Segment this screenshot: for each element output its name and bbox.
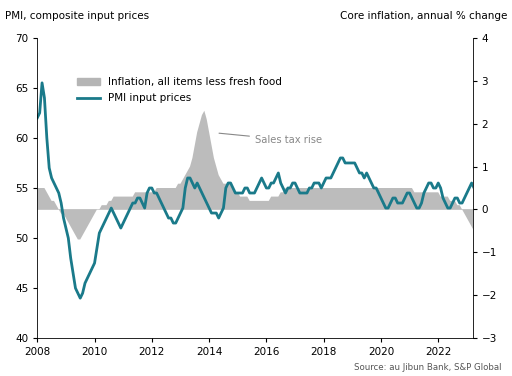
Text: PMI, composite input prices: PMI, composite input prices xyxy=(5,11,149,21)
Legend: Inflation, all items less fresh food, PMI input prices: Inflation, all items less fresh food, PM… xyxy=(73,73,286,108)
Text: Source: au Jibun Bank, S&P Global: Source: au Jibun Bank, S&P Global xyxy=(354,363,502,372)
Text: Core inflation, annual % change: Core inflation, annual % change xyxy=(339,11,507,21)
Text: Sales tax rise: Sales tax rise xyxy=(219,133,322,145)
